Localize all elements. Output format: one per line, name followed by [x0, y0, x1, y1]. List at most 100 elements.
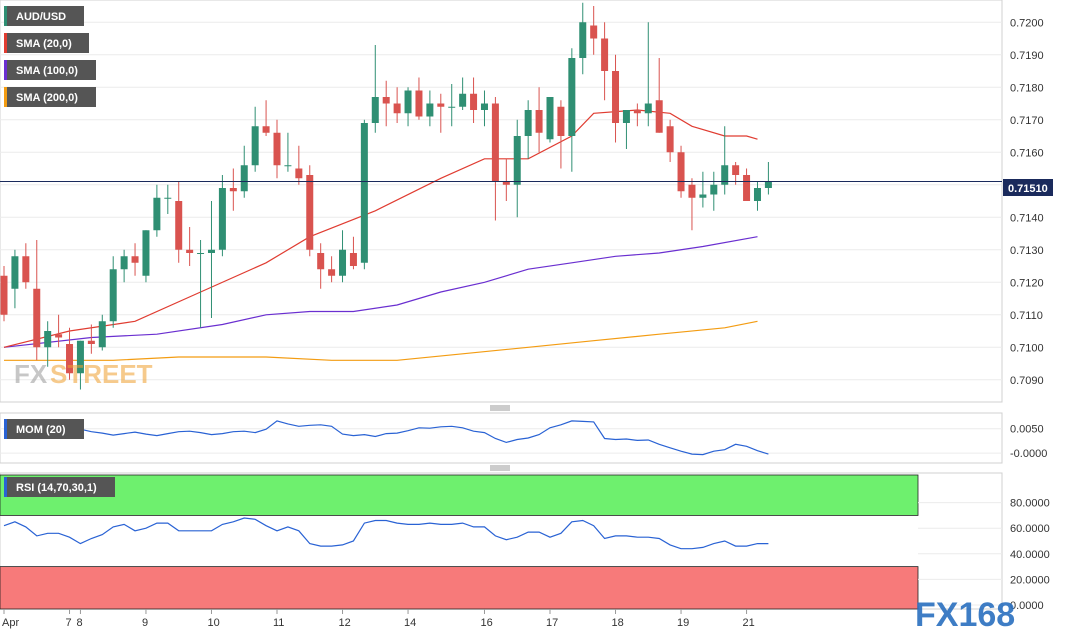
rsi-grid: [918, 502, 1002, 606]
x-tick-label: 18: [612, 617, 624, 629]
candle-body: [437, 103, 445, 107]
price-tick-label: 0.7130: [1010, 245, 1044, 257]
legend-symbol-text: AUD/USD: [16, 11, 66, 23]
candle-body: [251, 126, 259, 166]
candle-body: [601, 38, 609, 71]
legend-sma200-text: SMA (200,0): [16, 92, 78, 104]
legend-sma100[interactable]: SMA (100,0): [4, 60, 96, 80]
legend-sma20[interactable]: SMA (20,0): [4, 33, 89, 53]
candle-body: [622, 110, 630, 123]
candles: [0, 2, 772, 390]
x-tick-label: 16: [480, 617, 492, 629]
candle-body: [98, 321, 106, 348]
rsi-path: [3, 517, 769, 550]
candle-body: [66, 344, 74, 374]
rsi-axis: 0.0000 20.0000 40.0000 60.0000 80.0000: [1010, 498, 1050, 612]
candle-body: [393, 103, 401, 114]
candle-body: [120, 256, 128, 270]
price-tick-label: 0.7120: [1010, 277, 1044, 289]
rsi-tick-label: 40.0000: [1010, 549, 1050, 561]
candle-body: [240, 165, 248, 192]
candle-body: [11, 256, 19, 289]
candle-body: [295, 168, 303, 179]
price-tick-label: 0.7200: [1010, 17, 1044, 29]
price-tick-label: 0.7140: [1010, 212, 1044, 224]
rsi-tick-label: 20.0000: [1010, 574, 1050, 586]
candle-body: [273, 132, 281, 166]
legend-sma20-text: SMA (20,0): [16, 38, 72, 50]
rsi-tick-label: 80.0000: [1010, 498, 1050, 510]
panel-resize-handle-1[interactable]: [490, 405, 510, 411]
x-tick-label: 17: [546, 617, 558, 629]
candle-body: [197, 253, 205, 254]
mom-tick-label: 0.0050: [1010, 424, 1044, 436]
candle-body: [699, 194, 707, 198]
candle-body: [317, 253, 325, 270]
sma200-line: [4, 320, 758, 361]
candle-body: [22, 256, 30, 283]
candle-body: [743, 175, 751, 201]
candle-body: [666, 126, 674, 153]
candle-body: [535, 110, 543, 133]
rsi-overbought-zone: [0, 474, 919, 516]
candle-body: [426, 103, 434, 117]
candle-body: [448, 106, 456, 108]
candle-body: [360, 123, 368, 263]
price-tick-label: 0.7110: [1010, 310, 1043, 322]
price-tick-label: 0.7170: [1010, 115, 1044, 127]
candle-body: [44, 331, 52, 348]
candle-body: [677, 152, 685, 192]
legend-sma200[interactable]: SMA (200,0): [4, 87, 96, 107]
last-price-tag: 0.71510: [1003, 179, 1053, 196]
legend-mom-text: MOM (20): [16, 424, 66, 436]
x-tick-label: 7: [66, 617, 72, 629]
mom-grid: [0, 428, 1002, 454]
candle-body: [502, 181, 510, 185]
candle-body: [76, 340, 84, 374]
candle-body: [186, 249, 194, 253]
candle-body: [0, 275, 8, 315]
x-tick-label: 8: [76, 617, 82, 629]
candle-body: [262, 126, 270, 133]
legend-sma100-text: SMA (100,0): [16, 65, 78, 77]
legend-mom[interactable]: MOM (20): [4, 419, 84, 439]
candle-body: [229, 188, 237, 192]
x-tick-label: 14: [404, 617, 416, 629]
candle-body: [164, 197, 172, 199]
rsi-tick-label: 0.0000: [1010, 600, 1044, 612]
candle-body: [328, 269, 336, 276]
candle-body: [546, 97, 554, 140]
fxstreet-watermark: FX STREET: [14, 359, 153, 389]
last-price-tag-text: 0.71510: [1008, 183, 1048, 195]
candle-body: [655, 100, 663, 133]
x-axis: Apr 7 8 9 10 11 12 14 16 17 18 19 21: [2, 609, 755, 629]
price-tick-label: 0.7190: [1010, 50, 1044, 62]
price-tick-label: 0.7180: [1010, 82, 1044, 94]
price-panel: [0, 0, 1003, 403]
candle-body: [306, 175, 314, 250]
rsi-tick-label: 60.0000: [1010, 523, 1050, 535]
candle-body: [579, 22, 587, 58]
x-tick-label: 11: [273, 617, 284, 629]
svg-text:STREET: STREET: [50, 359, 153, 389]
svg-text:FX: FX: [14, 359, 48, 389]
price-tick-label: 0.7100: [1010, 342, 1044, 354]
candle-body: [142, 230, 150, 276]
candle-body: [415, 90, 423, 117]
candle-body: [557, 106, 565, 136]
candle-body: [732, 165, 740, 175]
candle-body: [459, 93, 467, 107]
mom-panel: [0, 412, 1003, 464]
price-tick-label: 0.7090: [1010, 375, 1044, 387]
legend-symbol[interactable]: AUD/USD: [4, 6, 84, 26]
rsi-zones: [0, 474, 919, 610]
legend-rsi[interactable]: RSI (14,70,30,1): [4, 477, 115, 497]
price-grid: [0, 21, 1002, 381]
sma100-line: [3, 236, 758, 348]
x-tick-label: 19: [677, 617, 689, 629]
candle-body: [218, 188, 226, 250]
candle-body: [109, 269, 117, 322]
panel-resize-handle-2[interactable]: [490, 465, 510, 471]
